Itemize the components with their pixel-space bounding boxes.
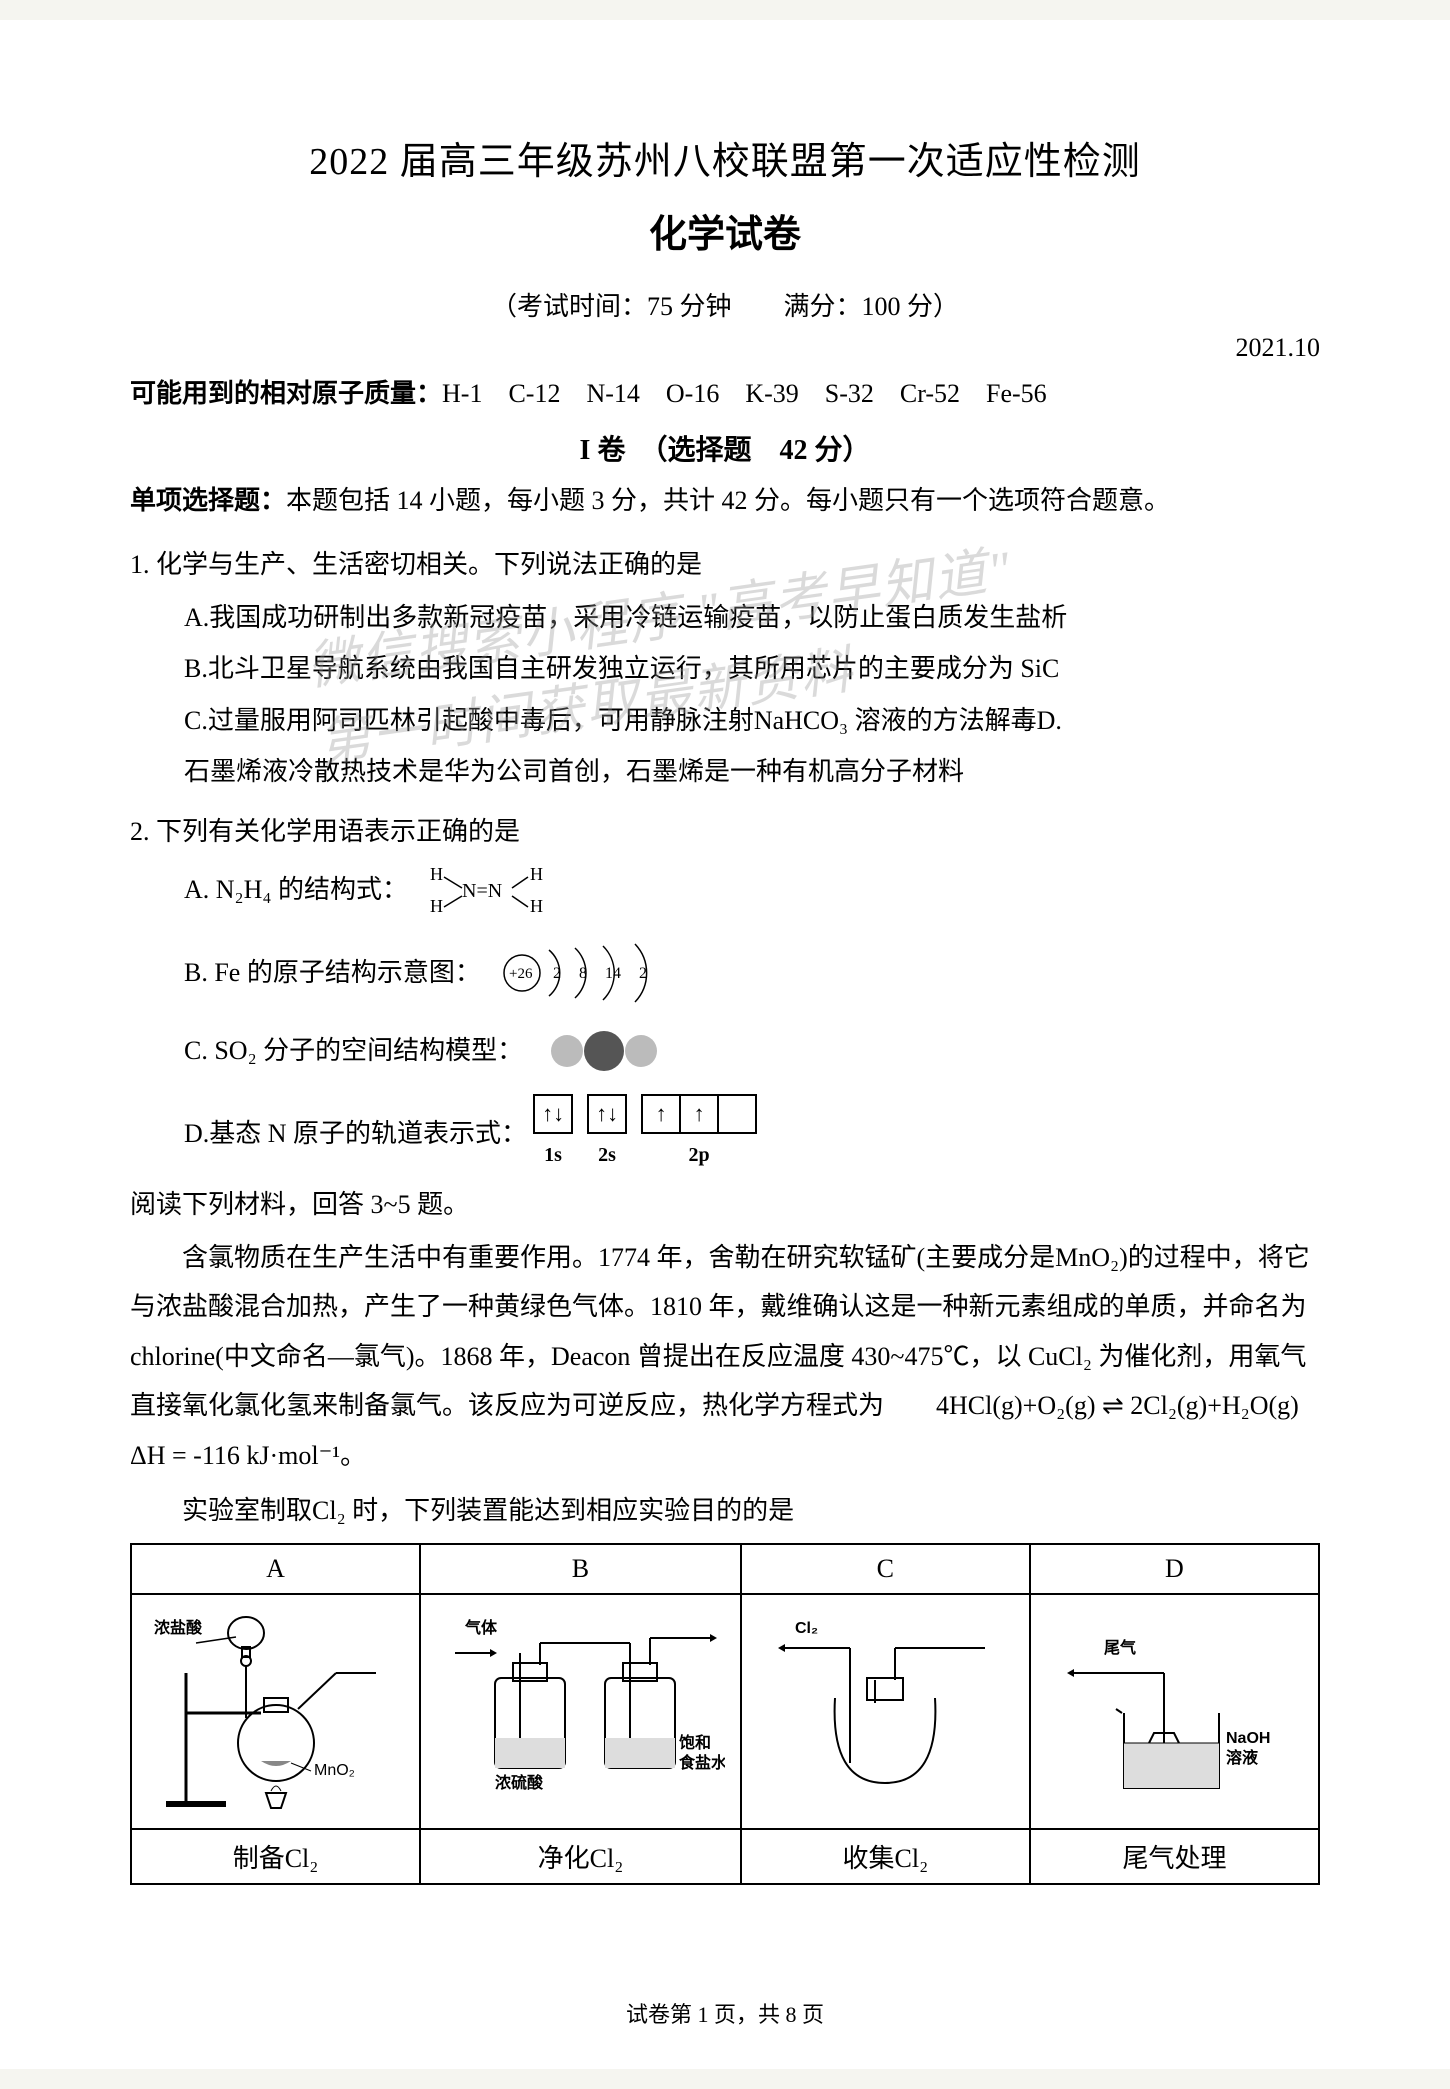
- caption-a: 制备Cl₂: [131, 1829, 420, 1884]
- svg-text:H: H: [430, 864, 443, 884]
- svg-text:2: 2: [553, 965, 561, 982]
- mcq-instruction: 单项选择题：本题包括 14 小题，每小题 3 分，共计 42 分。每小题只有一个…: [130, 480, 1320, 522]
- page-footer: 试卷第 1 页，共 8 页: [0, 1997, 1450, 2029]
- orbital-diagram-icon: ↑↓ 1s ↑↓ 2s ↑ ↑ 2p: [533, 1094, 757, 1174]
- caption-c: 收集Cl₂: [741, 1829, 1030, 1884]
- svg-text:+26: +26: [509, 966, 533, 982]
- svg-text:H: H: [530, 896, 543, 916]
- question-1: 1. 化学与生产、生活密切相关。下列说法正确的是 A.我国成功研制出多款新冠疫苗…: [130, 540, 1320, 797]
- apparatus-b-cell: 气体 浓硫酸: [420, 1594, 741, 1829]
- svg-text:MnO₂: MnO₂: [314, 1762, 355, 1779]
- svg-text:14: 14: [605, 965, 621, 982]
- col-header-d: D: [1030, 1544, 1319, 1594]
- svg-text:饱和: 饱和: [679, 1733, 711, 1752]
- apparatus-c-icon: Cl₂: [755, 1603, 1015, 1813]
- exam-info: （考试时间：75 分钟 满分：100 分）: [130, 286, 1320, 323]
- svg-text:8: 8: [579, 965, 587, 982]
- q2-opt-a: A. N₂H₄ 的结构式： H H N=N H H: [130, 860, 1320, 920]
- svg-text:溶液: 溶液: [1226, 1748, 1259, 1767]
- q2-c-label: C. SO₂ 分子的空间结构模型：: [184, 1026, 523, 1075]
- q2-a-label: A. N₂H₄ 的结构式：: [184, 865, 408, 914]
- q2-b-label: B. Fe 的原子结构示意图：: [184, 948, 481, 997]
- exam-date: 2021.10: [130, 333, 1320, 363]
- svg-text:浓硫酸: 浓硫酸: [495, 1773, 544, 1792]
- apparatus-d-icon: 尾气 NaOH 溶液: [1044, 1603, 1304, 1813]
- q2-opt-d: D.基态 N 原子的轨道表示式： ↑↓ 1s ↑↓ 2s ↑ ↑ 2p: [130, 1094, 1320, 1174]
- apparatus-c-cell: Cl₂: [741, 1594, 1030, 1829]
- q1-options: A.我国成功研制出多款新冠疫苗，采用冷链运输疫苗，以防止蛋白质发生盐析 B.北斗…: [130, 593, 1320, 797]
- q2-d-label: D.基态 N 原子的轨道表示式：: [184, 1109, 527, 1158]
- section-header: I 卷 （选择题 42 分）: [130, 428, 1320, 468]
- apparatus-a-icon: 浓盐酸: [146, 1603, 406, 1813]
- title-sub: 化学试卷: [130, 203, 1320, 258]
- so2-model-icon: [539, 1026, 669, 1076]
- fe-atom-structure-icon: +26 2 8 14 2: [497, 938, 677, 1008]
- atomic-masses-label: 可能用到的相对原子质量：: [130, 379, 442, 408]
- title-main: 2022 届高三年级苏州八校联盟第一次适应性检测: [130, 130, 1320, 185]
- table-diagram-row: 浓盐酸: [131, 1594, 1319, 1829]
- svg-text:Cl₂: Cl₂: [795, 1620, 818, 1637]
- atomic-masses-values: H-1 C-12 N-14 O-16 K-39 S-32 Cr-52 Fe-56: [442, 379, 1047, 408]
- svg-text:H: H: [430, 896, 443, 916]
- n2h4-structure-icon: H H N=N H H: [424, 860, 544, 920]
- table-header-row: A B C D: [131, 1544, 1319, 1594]
- apparatus-b-icon: 气体 浓硫酸: [435, 1603, 725, 1813]
- svg-text:NaOH: NaOH: [1226, 1730, 1270, 1747]
- atomic-masses: 可能用到的相对原子质量：H-1 C-12 N-14 O-16 K-39 S-32…: [130, 373, 1320, 410]
- svg-text:H: H: [530, 864, 543, 884]
- col-header-a: A: [131, 1544, 420, 1594]
- exam-page: 2022 届高三年级苏州八校联盟第一次适应性检测 化学试卷 （考试时间：75 分…: [0, 20, 1450, 2069]
- svg-text:N=N: N=N: [462, 880, 502, 902]
- apparatus-a-cell: 浓盐酸: [131, 1594, 420, 1829]
- caption-b: 净化Cl₂: [420, 1829, 741, 1884]
- caption-d: 尾气处理: [1030, 1829, 1319, 1884]
- mcq-label: 单项选择题：: [130, 486, 286, 515]
- svg-text:尾气: 尾气: [1104, 1638, 1136, 1657]
- q1-opt-d: 石墨烯液冷散热技术是华为公司首创，石墨烯是一种有机高分子材料: [184, 747, 1320, 796]
- passage-1: 含氯物质在生产生活中有重要作用。1774 年，舍勒在研究软锰矿(主要成分是MnO…: [130, 1233, 1320, 1480]
- q1-opt-a: A.我国成功研制出多款新冠疫苗，采用冷链运输疫苗，以防止蛋白质发生盐析: [184, 593, 1320, 642]
- experiment-table: A B C D 浓盐酸: [130, 1543, 1320, 1885]
- apparatus-d-cell: 尾气 NaOH 溶液: [1030, 1594, 1319, 1829]
- col-header-b: B: [420, 1544, 741, 1594]
- q1-stem: 1. 化学与生产、生活密切相关。下列说法正确的是: [130, 540, 1320, 589]
- svg-text:食盐水: 食盐水: [678, 1753, 725, 1772]
- question-2: 2. 下列有关化学用语表示正确的是 A. N₂H₄ 的结构式： H H N=N …: [130, 807, 1320, 1174]
- mcq-text: 本题包括 14 小题，每小题 3 分，共计 42 分。每小题只有一个选项符合题意…: [286, 486, 1170, 515]
- table-caption-row: 制备Cl₂ 净化Cl₂ 收集Cl₂ 尾气处理: [131, 1829, 1319, 1884]
- passage-2: 实验室制取Cl₂ 时，下列装置能达到相应实验目的的是: [130, 1486, 1320, 1535]
- col-header-c: C: [741, 1544, 1030, 1594]
- q2-opt-b: B. Fe 的原子结构示意图： +26 2 8 14 2: [130, 938, 1320, 1008]
- svg-text:浓盐酸: 浓盐酸: [154, 1618, 203, 1637]
- svg-text:气体: 气体: [464, 1618, 498, 1637]
- q1-opt-c: C.过量服用阿司匹林引起酸中毒后，可用静脉注射NaHCO₃ 溶液的方法解毒D.: [184, 696, 1320, 745]
- q2-stem: 2. 下列有关化学用语表示正确的是: [130, 807, 1320, 856]
- svg-text:2: 2: [639, 965, 647, 982]
- q1-opt-b: B.北斗卫星导航系统由我国自主研发独立运行，其所用芯片的主要成分为 SiC: [184, 644, 1320, 693]
- q2-opt-c: C. SO₂ 分子的空间结构模型：: [130, 1026, 1320, 1076]
- reading-intro: 阅读下列材料，回答 3~5 题。: [130, 1184, 1320, 1221]
